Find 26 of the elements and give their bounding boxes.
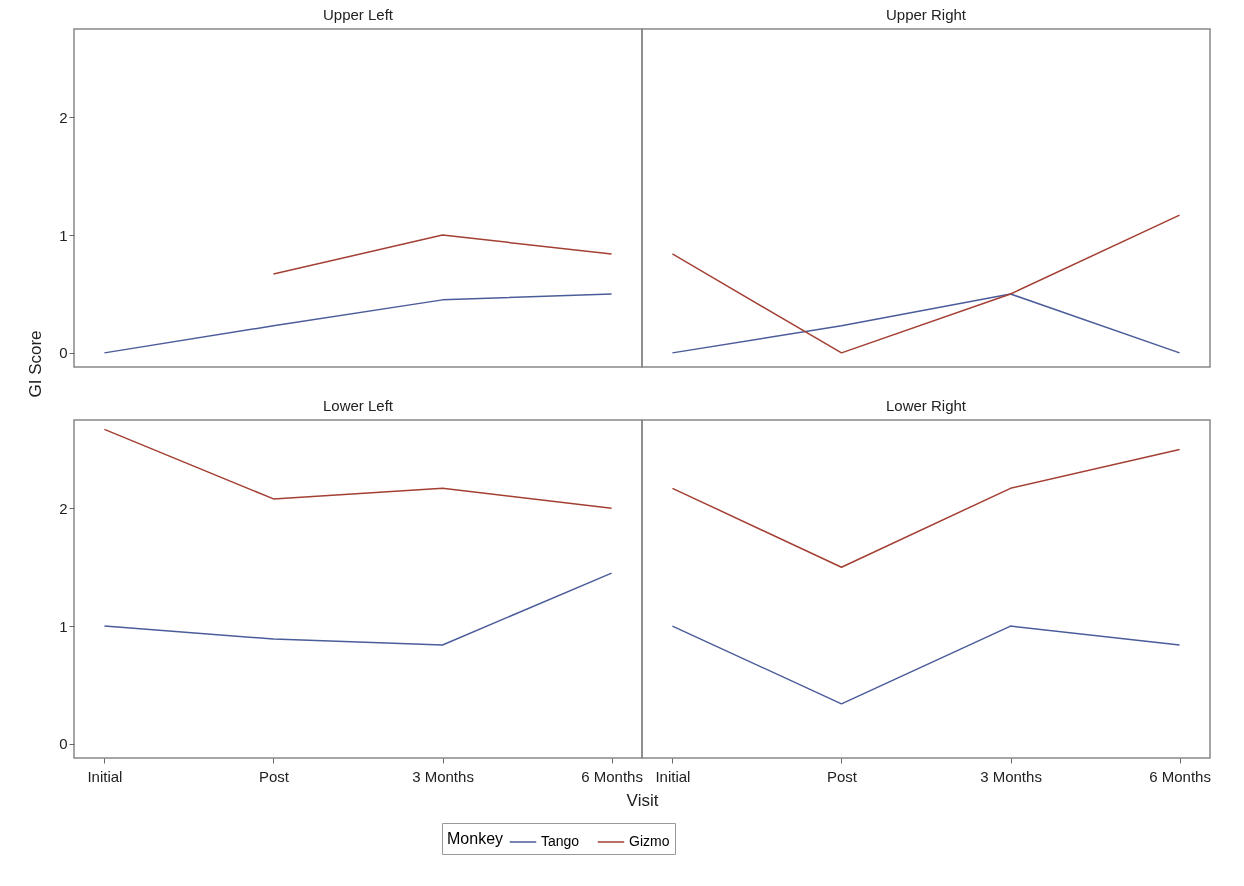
legend-label: Gizmo [629,833,670,849]
x-tick-label: Post [826,767,858,785]
chart-title: Lower Left [322,397,394,414]
x-tick-label: Initial [87,767,123,785]
legend-label: Tango [541,833,580,849]
y-tick-label: 0 [59,735,68,753]
x-tick-label: 6 Months [581,767,643,785]
y-tick-label: 0 [59,344,68,362]
x-tick-label: 3 Months [980,767,1042,785]
y-tick-label: 2 [59,108,68,126]
x-tick-label: Post [258,767,290,785]
x-tick-label: 6 Months [1149,767,1211,785]
chart-title: Upper Left [322,6,394,23]
y-tick-label: 1 [59,617,68,635]
line-series [103,572,613,646]
chart-title: Upper Right [885,6,967,23]
line-series [103,293,613,354]
x-tick-label: 3 Months [412,767,474,785]
y-axis-title: GI Score [26,330,46,398]
x-tick-label: Initial [655,767,691,785]
y-tick-label: 1 [59,226,68,244]
chart-title: Lower Right [885,397,967,414]
x-axis-title: Visit [626,790,659,810]
legend-title: Monkey [447,830,504,847]
y-tick-label: 2 [59,499,68,517]
line-series [103,428,613,510]
